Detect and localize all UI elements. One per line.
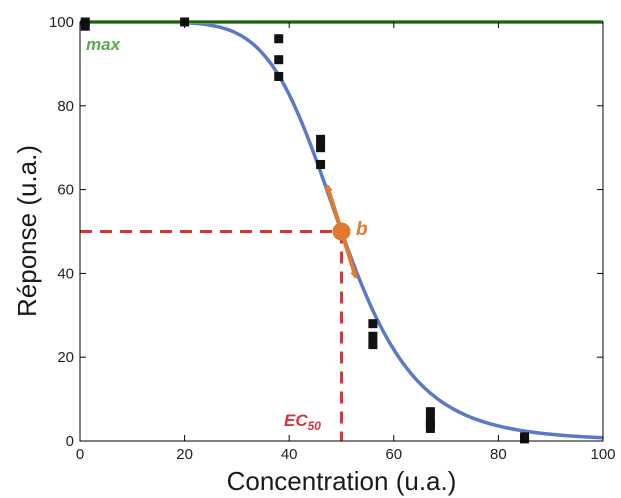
data-point [274,71,284,81]
data-point [425,423,435,433]
data-point [520,434,530,444]
y-axis-label: Réponse (u.a.) [12,145,42,317]
axis-ticks: 0 20 40 60 80 100 0 20 40 60 80 100 [49,14,616,463]
data-point [80,21,90,31]
data-point [316,159,326,169]
y-tick-label: 0 [66,433,74,450]
data-point [368,319,378,329]
x-tick-label: 80 [490,446,507,463]
data-point [316,134,326,144]
y-tick-label: 40 [57,265,74,282]
x-tick-label: 60 [385,446,402,463]
max-label: max [86,35,122,54]
x-tick-label: 0 [76,446,84,463]
data-point [274,34,284,44]
x-tick-label: 100 [590,446,615,463]
x-axis-label: Concentration (u.a.) [227,466,457,496]
plot-area [80,17,604,444]
ec50-label: EC50 [284,411,321,433]
data-point [274,55,284,65]
y-tick-label: 80 [57,98,74,115]
x-tick-label: 20 [176,446,193,463]
slope-label: b [356,219,368,240]
y-tick-label: 100 [49,14,74,31]
ec50-point [332,222,351,241]
data-point [368,340,378,350]
plot-frame [79,21,604,442]
data-point [316,143,326,153]
data-point [425,407,435,417]
x-tick-label: 40 [281,446,298,463]
y-tick-label: 20 [57,349,74,366]
ec50-label-main: EC [284,411,308,430]
ec50-label-subscript: 50 [308,419,322,433]
data-point [368,331,378,341]
y-tick-label: 60 [57,182,74,199]
